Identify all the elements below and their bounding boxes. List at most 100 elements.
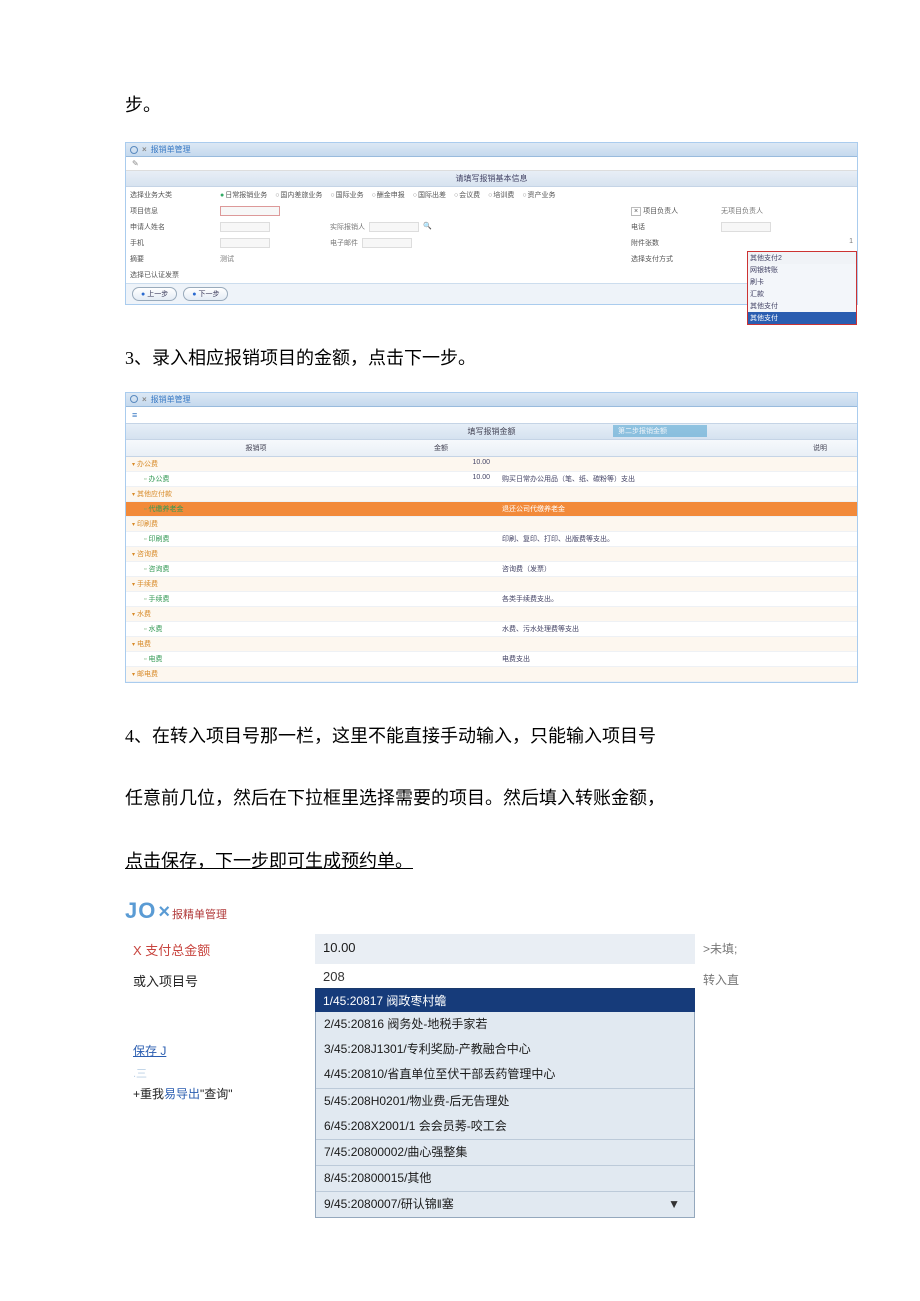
step-badge: 第二步报销金额: [613, 425, 707, 437]
circle-icon: [130, 395, 138, 403]
radio-opt[interactable]: 培训费: [488, 192, 514, 199]
doc-line-3: 3、录入相应报销项目的金额，点击下一步。: [125, 333, 860, 383]
close-icon[interactable]: ×: [142, 395, 147, 404]
dropdown-option[interactable]: 2/45:20816 阀务处-地税手家若: [316, 1012, 694, 1037]
form-body: 选择业务大类 日常报销业务 国内差旅业务 国际业务 酬金申报 国际出差 会议费 …: [126, 187, 857, 283]
table-row[interactable]: 水费水费、污水处理费等支出: [126, 622, 857, 637]
table-row[interactable]: 电费电费支出: [126, 652, 857, 667]
label-project-no: 或入项目号: [125, 965, 315, 1012]
col-item: 报销项: [126, 440, 386, 456]
table-title: 填写报销金额 第二步报销金额: [126, 424, 857, 440]
paymethod-dropdown[interactable]: 其他支付2 网银转账 刷卡 汇款 其他支付 其他支付: [747, 251, 857, 325]
shot3-grid: X 支付总金额 10.00 >未填; 或入项目号 208 1/45:20817 …: [125, 934, 828, 1219]
dropdown-selected[interactable]: 1/45:20817 阀政枣村蟾: [315, 989, 695, 1012]
dropdown-option[interactable]: 8/45:20800015/其他: [316, 1165, 694, 1191]
doc-line-4b: 任意前几位，然后在下拉框里选择需要的项目。然后填入转账金额，: [125, 773, 860, 823]
table-row[interactable]: 手续费各类手续费支出。: [126, 592, 857, 607]
table-row[interactable]: 办公费10.00购买日常办公用品（笔、纸、碳粉等）支出: [126, 472, 857, 487]
dd-selected[interactable]: 其他支付: [748, 312, 856, 324]
table-row[interactable]: 印刷费印刷、复印、打印、出版费等支出。: [126, 532, 857, 547]
label-project: 项目信息: [126, 203, 216, 219]
val-owner: 无项目负责人: [717, 203, 857, 219]
circle-icon: [130, 146, 138, 154]
table-body: 办公费10.00办公费10.00购买日常办公用品（笔、纸、碳粉等）支出其他应付款…: [126, 457, 857, 682]
brand-row: JO × 报精单管理: [125, 898, 828, 924]
radio-opt[interactable]: 会议费: [454, 192, 480, 199]
close-icon[interactable]: ×: [142, 145, 147, 154]
val-phone[interactable]: [717, 219, 857, 235]
table-row[interactable]: 其他应付款: [126, 487, 857, 502]
label-mobile: 手机: [126, 235, 216, 251]
val-summary[interactable]: 测试: [216, 251, 627, 267]
label-paymethod: 选择支付方式: [627, 251, 717, 267]
save-link[interactable]: 保存 J: [125, 1036, 315, 1065]
label-biz-type: 选择业务大类: [126, 187, 216, 203]
brand-suffix: 报精单管理: [172, 906, 227, 922]
dd-item[interactable]: 汇款: [748, 288, 856, 300]
val-applicant[interactable]: 实际报销人🔍: [216, 219, 627, 235]
label-owner: ×项目负责人: [627, 203, 717, 219]
val-mobile[interactable]: 电子邮件: [216, 235, 627, 251]
dd-head: 其他支付2: [748, 252, 856, 264]
radio-opt[interactable]: 国际出差: [413, 192, 446, 199]
search-icon[interactable]: 🔍: [423, 222, 432, 232]
edit-bar: ✎: [126, 157, 857, 171]
radio-opt[interactable]: 酬金申报: [372, 192, 405, 199]
screenshot-2-table: × 报销单管理 ≡ 填写报销金额 第二步报销金额 报销项 金额 说明 办公费10…: [125, 392, 858, 683]
radio-opt[interactable]: 资产业务: [522, 192, 555, 199]
dd-item[interactable]: 网银转账: [748, 264, 856, 276]
doc-line-0: 步。: [125, 80, 860, 130]
radio-opt[interactable]: 日常报销业务: [220, 192, 267, 199]
doc-line-4a: 4、在转入项目号那一栏，这里不能直接手动输入，只能输入项目号: [125, 711, 860, 761]
dropdown-option[interactable]: 7/45:20800002/曲心强整集: [316, 1139, 694, 1165]
brand-jo: JO: [125, 898, 156, 924]
dropdown-option[interactable]: 5/45:208H0201/物业费-后无告理处: [316, 1088, 694, 1114]
dropdown-option[interactable]: 6/45:208X2001/1 会会员莠-咬工会: [316, 1114, 694, 1139]
label-phone: 电话: [627, 219, 717, 235]
label-total: X 支付总金额: [125, 934, 315, 965]
table-row[interactable]: 印刷费: [126, 517, 857, 532]
dd-item[interactable]: 其他支付: [748, 300, 856, 312]
table-row[interactable]: 水费: [126, 607, 857, 622]
screenshot-1-form: × 报销单管理 ✎ 请填写报销基本信息 选择业务大类 日常报销业务 国内差旅业务…: [125, 142, 858, 305]
export-row[interactable]: +重我易导出"查询": [125, 1081, 315, 1106]
label-attach: 附件张数: [627, 235, 717, 251]
window-controls: × 报销单管理: [126, 143, 857, 157]
screenshot-3-dropdown: JO × 报精单管理 X 支付总金额 10.00 >未填; 或入项目号 208 …: [125, 898, 828, 1219]
status-unfilled: >未填;: [695, 934, 828, 965]
table-row[interactable]: 代缴养老金退还公司代缴养老金: [126, 502, 857, 517]
table-row[interactable]: 邮电费: [126, 667, 857, 682]
prev-button[interactable]: 上一步: [132, 287, 177, 301]
dropdown-option[interactable]: 9/45:2080007/研认锦‖塞 ▼: [316, 1191, 694, 1217]
table-row[interactable]: 办公费10.00: [126, 457, 857, 472]
table-head: 报销项 金额 说明: [126, 440, 857, 457]
table-row[interactable]: 手续费: [126, 577, 857, 592]
value-total: 10.00: [315, 934, 695, 965]
val-attach[interactable]: 1: [717, 235, 857, 251]
next-button[interactable]: 下一步: [183, 287, 228, 301]
label-applicant: 申请人姓名: [126, 219, 216, 235]
dropdown-option[interactable]: 4/45:20810/省直单位至伏干部丢药管理中心: [316, 1062, 694, 1087]
radio-opt[interactable]: 国际业务: [330, 192, 363, 199]
table-row[interactable]: 电费: [126, 637, 857, 652]
radio-opt[interactable]: 国内差旅业务: [275, 192, 322, 199]
header-label: 报销单管理: [151, 394, 191, 405]
col-amount: 金额: [386, 440, 496, 456]
chevron-down-icon[interactable]: ▼: [668, 1195, 686, 1214]
label-invoice: 选择已认证发票: [126, 267, 216, 283]
radio-row[interactable]: 日常报销业务 国内差旅业务 国际业务 酬金申报 国际出差 会议费 培训费 资产业…: [216, 187, 857, 203]
brand-x-icon: ×: [158, 901, 170, 924]
dd-item[interactable]: 刷卡: [748, 276, 856, 288]
val-project[interactable]: [216, 203, 627, 219]
toolbar: ≡: [126, 407, 857, 424]
doc-line-4c: 点击保存，下一步即可生成预约单。: [125, 836, 860, 886]
window-controls: × 报销单管理: [126, 393, 857, 407]
project-input[interactable]: 208: [315, 965, 695, 989]
label-transfer: 转入直: [695, 965, 828, 1012]
paymethod-cell[interactable]: 其他支付2 网银转账 刷卡 汇款 其他支付 其他支付: [717, 251, 857, 267]
table-row[interactable]: 咨询费咨询费（发票）: [126, 562, 857, 577]
table-row[interactable]: 咨询费: [126, 547, 857, 562]
dropdown-option[interactable]: 3/45:208J1301/专利奖励-产教融合中心: [316, 1037, 694, 1062]
project-dropdown-list[interactable]: 2/45:20816 阀务处-地税手家若 3/45:208J1301/专利奖励-…: [315, 1012, 695, 1219]
header-label: 报销单管理: [151, 144, 191, 155]
